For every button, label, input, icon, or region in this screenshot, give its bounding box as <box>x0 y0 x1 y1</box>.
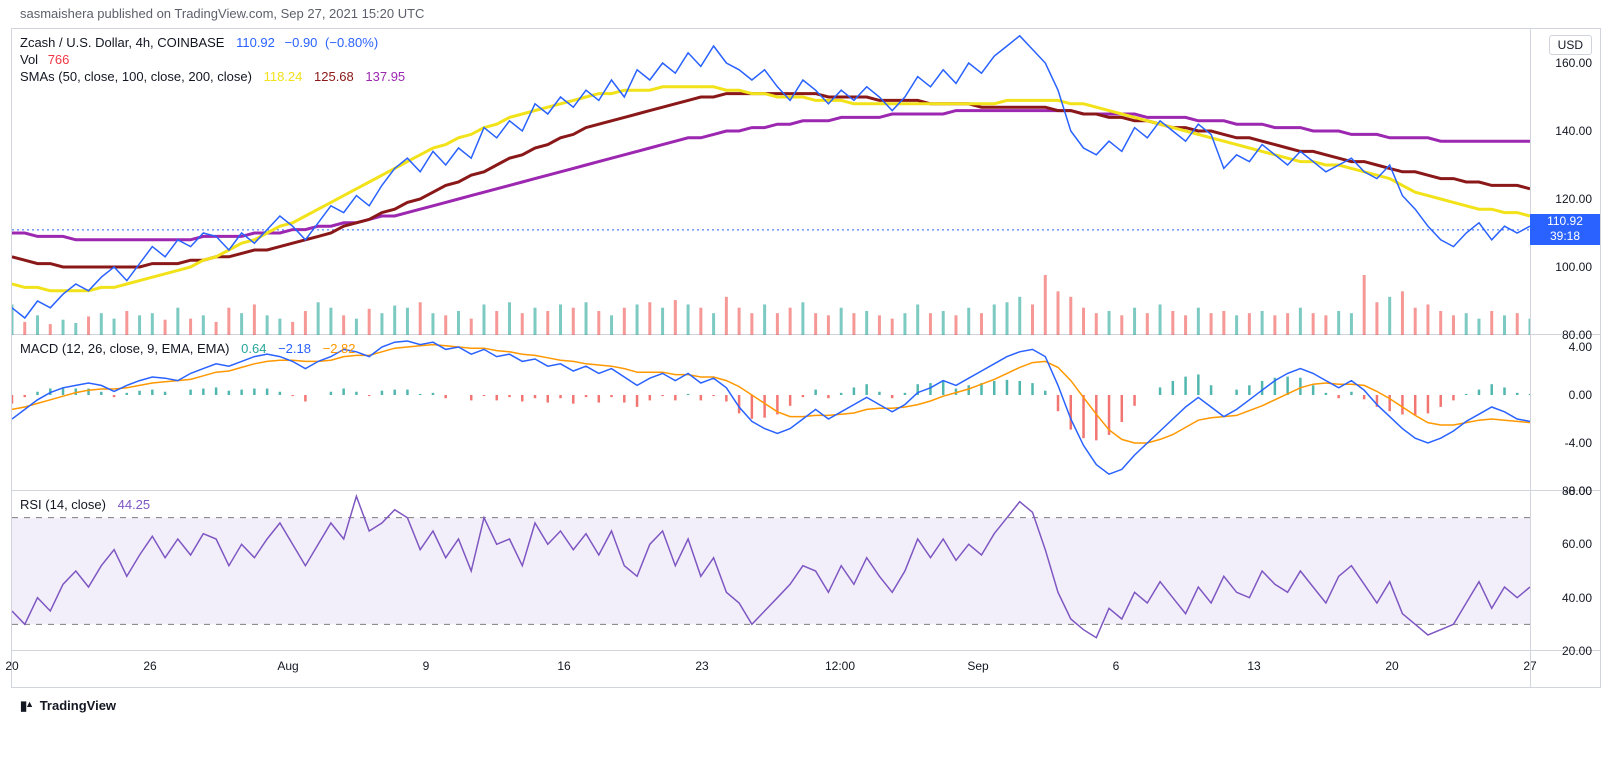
vol-label: Vol <box>20 52 38 67</box>
rsi-pane[interactable]: RSI (14, close) 44.25 20.0040.0060.0080.… <box>12 491 1600 651</box>
macd-hist-value: 0.64 <box>241 341 266 356</box>
sma100-value: 125.68 <box>314 69 354 84</box>
time-axis-right-stub <box>1530 651 1600 687</box>
rsi-chart-svg[interactable] <box>12 491 1530 651</box>
price-change: −0.90 <box>285 35 318 50</box>
tradingview-logo[interactable]: ▮▲ TradingView <box>0 688 1613 728</box>
last-price: 110.92 <box>236 35 275 50</box>
sma-label: SMAs (50, close, 100, close, 200, close) <box>20 69 252 84</box>
tv-logo-text: TradingView <box>40 698 116 713</box>
rsi-legend: RSI (14, close) 44.25 <box>20 497 150 514</box>
macd-pane[interactable]: MACD (12, 26, close, 9, EMA, EMA) 0.64 −… <box>12 335 1600 491</box>
macd-value: −2.18 <box>278 341 311 356</box>
time-axis-labels: 2026Aug9162312:00Sep6132027 <box>12 651 1530 687</box>
macd-chart-svg[interactable] <box>12 335 1530 491</box>
symbol-title: Zcash / U.S. Dollar, 4h, COINBASE <box>20 35 224 50</box>
macd-label: MACD (12, 26, close, 9, EMA, EMA) <box>20 341 230 356</box>
main-legend: Zcash / U.S. Dollar, 4h, COINBASE 110.92… <box>20 35 405 86</box>
rsi-y-axis[interactable]: 20.0040.0060.0080.00 <box>1530 491 1600 650</box>
rsi-label: RSI (14, close) <box>20 497 106 512</box>
rsi-value: 44.25 <box>118 497 151 512</box>
price-change-pct: (−0.80%) <box>325 35 378 50</box>
sma50-value: 118.24 <box>264 69 303 84</box>
sma200-value: 137.95 <box>365 69 405 84</box>
currency-badge[interactable]: USD <box>1549 35 1592 55</box>
price-pane[interactable]: USD Zcash / U.S. Dollar, 4h, COINBASE 11… <box>12 29 1600 335</box>
vol-value: 766 <box>48 52 70 67</box>
chart-container: USD Zcash / U.S. Dollar, 4h, COINBASE 11… <box>11 28 1601 688</box>
tv-logo-icon: ▮▲ <box>20 698 32 713</box>
macd-legend: MACD (12, 26, close, 9, EMA, EMA) 0.64 −… <box>20 341 356 358</box>
main-y-axis[interactable]: 80.00100.00120.00140.00160.00110.9239:18 <box>1530 29 1600 334</box>
macd-y-axis[interactable]: -8.00-4.000.004.00 <box>1530 335 1600 490</box>
macd-signal-value: −2.82 <box>323 341 356 356</box>
publish-info: sasmaishera published on TradingView.com… <box>0 0 1613 28</box>
time-axis[interactable]: 2026Aug9162312:00Sep6132027 <box>12 651 1600 687</box>
